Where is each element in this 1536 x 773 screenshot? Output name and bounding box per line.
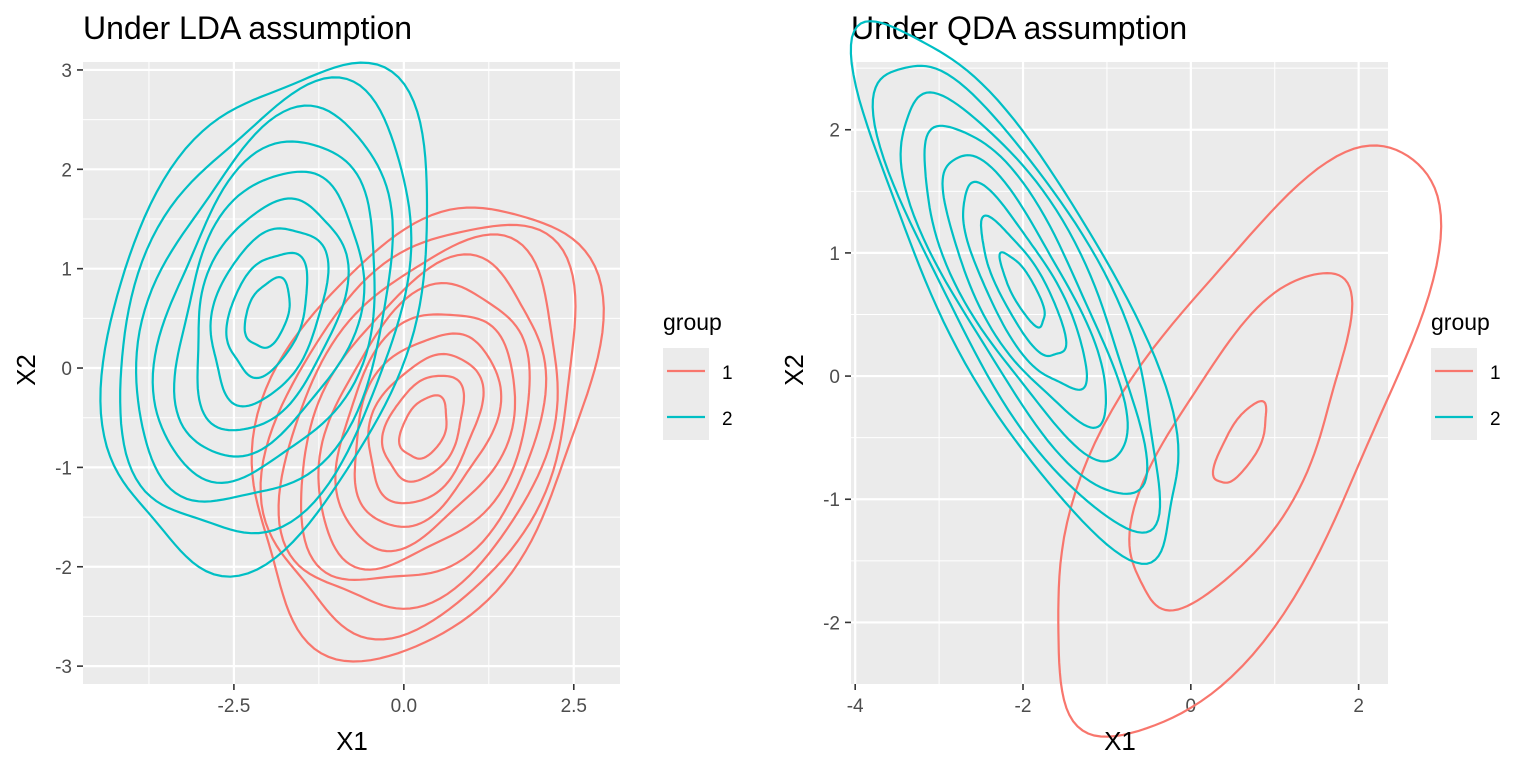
y-tick-label: 3	[61, 61, 72, 82]
panel-background	[851, 62, 1388, 684]
contour-group-2	[998, 251, 1046, 329]
x-tick-label: 2	[1353, 696, 1364, 717]
y-tick-label: -1	[823, 490, 840, 511]
contour-group-1	[317, 281, 531, 571]
contour-group-2	[225, 251, 309, 380]
legend-title: group	[663, 309, 722, 335]
contour-group-1	[1128, 271, 1354, 612]
contour-group-2	[962, 180, 1088, 391]
contour-group-2	[979, 214, 1068, 358]
contour-group-1	[1211, 399, 1268, 484]
y-axis-label: X2	[11, 354, 41, 386]
contour-group-2	[899, 91, 1149, 495]
contour-group-1	[367, 352, 485, 505]
y-axis-label: X2	[779, 354, 809, 386]
contour-group-1	[1057, 144, 1443, 738]
panel-lda: Under LDA assumption -2.5 0.0 2.5 -3 -2 -1 0 1 2…	[11, 10, 733, 756]
y-tick-label: 0	[829, 367, 840, 388]
contour-group-1	[250, 206, 605, 663]
panel-qda: Under QDA assumption -4 -2 0 2 -2 -1 0 1 2 X1 X2…	[779, 10, 1501, 756]
legend-label-1: 1	[722, 363, 733, 384]
panel-background	[83, 62, 620, 684]
legend-label-1: 1	[1490, 363, 1501, 384]
y-tick-label: -2	[823, 613, 840, 634]
contour-group-1	[353, 332, 503, 528]
y-tick-label: 2	[829, 121, 840, 142]
x-axis-label: X1	[1104, 726, 1136, 756]
legend: group 1 2	[663, 309, 733, 440]
y-tick-label: 1	[829, 244, 840, 265]
chart-title: Under LDA assumption	[83, 10, 412, 46]
contour-group-2	[941, 154, 1107, 430]
contour-group-1	[259, 223, 577, 641]
contour-group-2	[871, 64, 1162, 534]
contour-group-1	[277, 233, 559, 610]
y-tick-label: -1	[55, 458, 72, 479]
contour-group-2	[99, 61, 429, 578]
y-tick-label: 2	[61, 160, 72, 181]
x-tick-label: 0	[1186, 696, 1197, 717]
contour-group-2	[243, 275, 291, 349]
contour-group-2	[134, 104, 394, 503]
x-tick-label: 0.0	[391, 696, 417, 717]
x-tick-label: -2	[1015, 696, 1032, 717]
x-axis-label: X1	[336, 726, 368, 756]
legend-label-2: 2	[1490, 409, 1501, 430]
x-tick-label: -2.5	[218, 696, 251, 717]
y-tick-label: 1	[61, 260, 72, 281]
contour-group-2	[119, 76, 413, 535]
plot-area: -4 -2 0 2 -2 -1 0 1 2	[823, 20, 1443, 738]
x-tick-label: 2.5	[561, 696, 587, 717]
contour-group-1	[398, 394, 448, 460]
y-tick-label: -3	[55, 657, 72, 678]
legend-label-2: 2	[722, 409, 733, 430]
x-tick-label: -4	[847, 696, 864, 717]
plot-area: -2.5 0.0 2.5 -3 -2 -1 0 1 2 3	[55, 61, 620, 717]
chart-title: Under QDA assumption	[851, 10, 1187, 46]
contour-group-2	[172, 170, 366, 458]
contour-group-1	[380, 374, 466, 483]
contour-group-2	[209, 227, 330, 408]
legend: group 1 2	[1431, 309, 1501, 440]
contour-group-2	[196, 197, 350, 432]
legend-title: group	[1431, 309, 1490, 335]
contour-group-2	[151, 140, 376, 485]
contour-group-1	[334, 313, 517, 553]
y-tick-label: 0	[61, 359, 72, 380]
contour-group-2	[849, 20, 1180, 565]
contour-group-2	[923, 124, 1129, 463]
y-tick-label: -2	[55, 558, 72, 579]
contour-group-1	[300, 253, 548, 582]
